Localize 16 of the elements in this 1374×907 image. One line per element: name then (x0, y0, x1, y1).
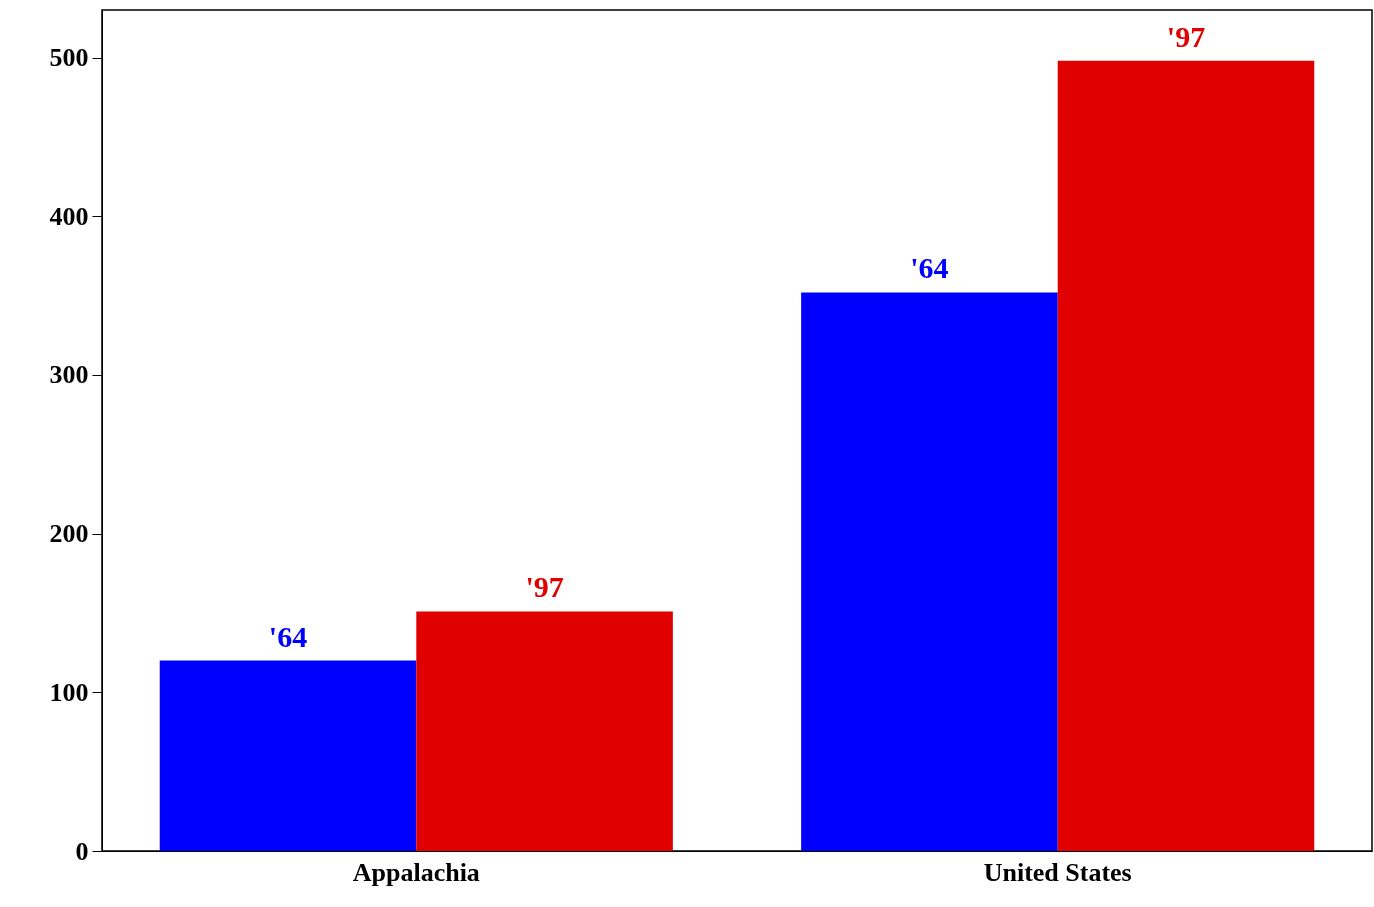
y-tick-label: 400 (49, 201, 89, 231)
y-tick-label: 0 (75, 836, 89, 866)
y-tick-label: 100 (49, 677, 89, 707)
series-label: '64 (268, 619, 308, 653)
x-tick-label: Appalachia (352, 857, 480, 887)
bar (1057, 60, 1315, 851)
bar (159, 660, 417, 851)
bar (416, 611, 673, 851)
bar (801, 292, 1058, 851)
text: '97 (1166, 19, 1206, 53)
y-tick-label: 200 (49, 519, 89, 549)
series-label: '97 (525, 570, 564, 604)
x-tick-label: United States (983, 857, 1132, 887)
text: '64 (910, 251, 949, 285)
y-tick-label: 300 (49, 360, 89, 390)
y-tick-label: 500 (49, 43, 89, 73)
